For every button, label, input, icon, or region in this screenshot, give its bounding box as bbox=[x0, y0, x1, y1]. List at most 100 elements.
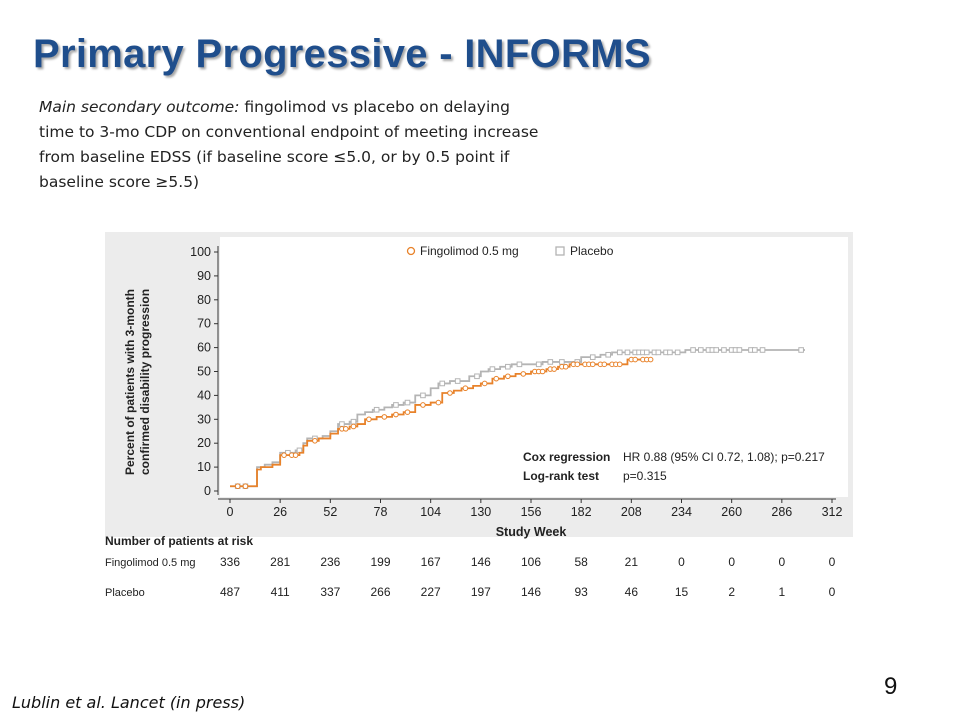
censor-marker-fingolimod bbox=[493, 375, 500, 382]
x-tick-label: 0 bbox=[227, 505, 234, 519]
censor-marker-placebo bbox=[589, 354, 596, 360]
censor-marker-placebo bbox=[643, 349, 650, 356]
slide-subtitle: Main secondary outcome: fingolimod vs pl… bbox=[39, 95, 539, 195]
censor-marker-fingolimod bbox=[281, 452, 287, 458]
censor-marker-fingolimod bbox=[312, 438, 318, 444]
risk-cell: 2 bbox=[728, 585, 735, 599]
censor-marker-placebo bbox=[535, 361, 542, 368]
censor-marker-fingolimod bbox=[616, 361, 623, 368]
censor-marker-placebo bbox=[439, 380, 446, 387]
risk-cell: 1 bbox=[778, 585, 785, 599]
censor-marker-fingolimod bbox=[366, 416, 372, 423]
risk-cell: 336 bbox=[220, 555, 240, 569]
x-tick-label: 208 bbox=[621, 505, 642, 519]
risk-table: Number of patients at risk Fingolimod 0.5… bbox=[105, 534, 836, 599]
risk-row-label: Fingolimod 0.5 mg bbox=[105, 557, 196, 569]
slide-number: 9 bbox=[884, 673, 898, 700]
censor-marker-fingolimod bbox=[520, 371, 527, 377]
risk-cell: 58 bbox=[574, 555, 588, 569]
censor-marker-placebo bbox=[605, 351, 611, 358]
x-tick-label: 312 bbox=[822, 505, 843, 519]
censor-marker-fingolimod bbox=[589, 361, 596, 368]
censor-marker-placebo bbox=[489, 366, 496, 372]
risk-cell: 487 bbox=[220, 585, 240, 599]
y-tick-label: 20 bbox=[197, 436, 211, 450]
censor-marker-placebo bbox=[655, 349, 662, 356]
legend-label-fingolimod: Fingolimod 0.5 mg bbox=[420, 244, 519, 258]
y-tick-label: 80 bbox=[197, 293, 211, 307]
risk-cell: 411 bbox=[271, 585, 290, 599]
risk-cell: 0 bbox=[778, 555, 785, 569]
risk-cell: 146 bbox=[471, 555, 491, 569]
citation: Lublin et al. Lancet (in press) bbox=[12, 693, 246, 712]
y-tick-label: 70 bbox=[197, 317, 211, 331]
chart-legend: Fingolimod 0.5 mg Placebo bbox=[406, 244, 614, 258]
subtitle-emphasis: Main secondary outcome: bbox=[39, 98, 240, 116]
risk-cell: 21 bbox=[625, 555, 639, 569]
censor-marker-fingolimod bbox=[562, 363, 569, 370]
subtitle-text: fingolimod vs placebo on delaying time t… bbox=[39, 98, 539, 191]
censor-marker-placebo bbox=[759, 347, 766, 353]
risk-cell: 15 bbox=[675, 585, 689, 599]
series-line-fingolimod bbox=[230, 358, 651, 488]
risk-cell: 46 bbox=[625, 585, 639, 599]
censor-marker-placebo bbox=[559, 359, 565, 365]
censor-marker-fingolimod bbox=[420, 402, 426, 408]
risk-cell: 236 bbox=[320, 555, 340, 569]
censor-marker-fingolimod bbox=[404, 409, 411, 415]
risk-cell: 0 bbox=[728, 555, 735, 569]
plot-layer: 0 10 20 30 40 50 60 70 80 90 100 0 26 52 78 104 130 156 18… bbox=[123, 245, 842, 539]
censor-marker-fingolimod bbox=[551, 366, 557, 372]
censor-marker-fingolimod bbox=[242, 483, 249, 490]
censor-marker-placebo bbox=[690, 347, 696, 353]
x-axis-label: Study Week bbox=[496, 525, 567, 539]
censor-marker-placebo bbox=[616, 349, 623, 356]
risk-cell: 337 bbox=[320, 585, 340, 599]
stats-label: Log-rank test bbox=[523, 469, 599, 483]
censor-marker-placebo bbox=[454, 378, 461, 384]
censor-marker-fingolimod bbox=[292, 452, 299, 458]
risk-table-title: Number of patients at risk bbox=[105, 534, 253, 548]
censor-marker-fingolimod bbox=[234, 483, 241, 490]
censor-marker-placebo bbox=[697, 347, 704, 353]
y-axis-label-line: confirmed disability progression bbox=[138, 289, 152, 475]
risk-cell: 266 bbox=[370, 585, 390, 599]
x-tick-label: 234 bbox=[671, 505, 692, 519]
censor-marker-placebo bbox=[339, 421, 345, 427]
censor-marker-fingolimod bbox=[632, 356, 638, 363]
censor-marker-fingolimod bbox=[481, 380, 488, 387]
censor-marker-placebo bbox=[393, 402, 399, 408]
censor-marker-fingolimod bbox=[574, 361, 581, 368]
risk-row-label: Placebo bbox=[105, 587, 145, 599]
legend-label-placebo: Placebo bbox=[570, 244, 614, 258]
legend-marker-fingolimod bbox=[406, 246, 416, 256]
censor-marker-placebo bbox=[547, 359, 554, 365]
plot-area-background bbox=[220, 237, 848, 497]
y-tick-label: 30 bbox=[197, 412, 211, 426]
y-tick-label: 50 bbox=[197, 365, 211, 379]
risk-cell: 281 bbox=[270, 555, 290, 569]
x-tick-label: 260 bbox=[721, 505, 742, 519]
risk-cell: 106 bbox=[521, 555, 541, 569]
risk-cell: 167 bbox=[421, 555, 441, 569]
stats-annotation: Cox regression HR 0.88 (95% CI 0.72, 1.08… bbox=[523, 450, 825, 483]
y-tick-label: 90 bbox=[197, 269, 211, 283]
censor-marker-placebo bbox=[674, 349, 681, 356]
y-axis-label: Percent of patients with 3-monthconfirme… bbox=[123, 289, 152, 475]
y-axis-label-line: Percent of patients with 3-month bbox=[123, 289, 137, 475]
x-tick-label: 78 bbox=[374, 505, 388, 519]
censor-marker-placebo bbox=[373, 406, 380, 413]
censor-marker-fingolimod bbox=[539, 368, 546, 375]
risk-cell: 93 bbox=[574, 585, 588, 599]
x-tick-label: 182 bbox=[571, 505, 592, 519]
x-tick-label: 130 bbox=[470, 505, 491, 519]
censor-marker-fingolimod bbox=[647, 356, 654, 363]
risk-cell: 199 bbox=[370, 555, 390, 569]
censor-marker-fingolimod bbox=[342, 426, 349, 432]
censor-marker-placebo bbox=[404, 399, 411, 406]
risk-cell: 0 bbox=[678, 555, 685, 569]
censor-marker-fingolimod bbox=[381, 414, 388, 420]
y-tick-label: 40 bbox=[197, 388, 211, 402]
risk-cell: 197 bbox=[471, 585, 491, 599]
